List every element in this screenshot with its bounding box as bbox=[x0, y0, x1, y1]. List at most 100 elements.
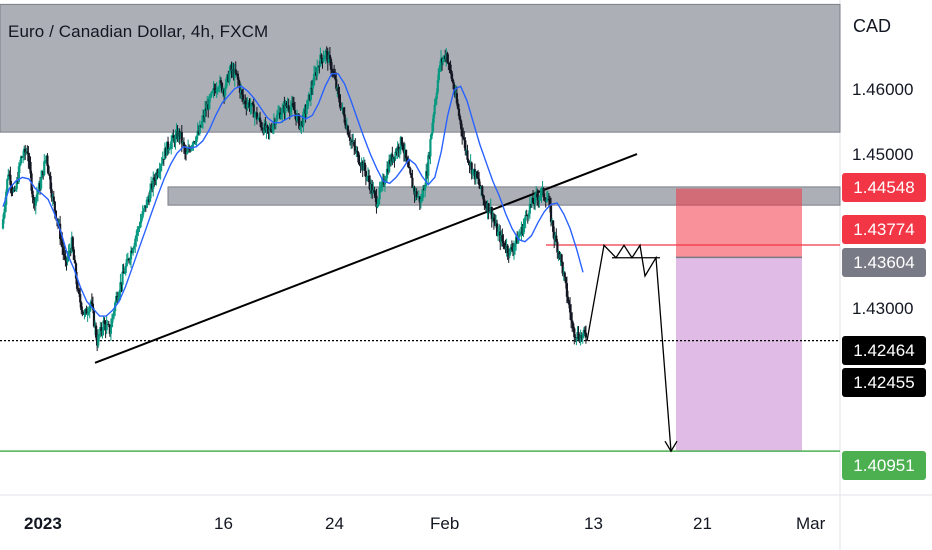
candle-body bbox=[343, 114, 346, 123]
candle-body bbox=[411, 177, 414, 188]
candle-body bbox=[371, 184, 374, 194]
candle-body bbox=[464, 140, 467, 151]
candle-body bbox=[246, 104, 249, 108]
candle-body bbox=[103, 320, 106, 324]
candle-body bbox=[75, 278, 79, 289]
candle-body bbox=[171, 135, 174, 142]
candle-body bbox=[483, 199, 486, 206]
take-profit-zone bbox=[676, 257, 802, 452]
candle-body bbox=[188, 148, 191, 150]
candles-group bbox=[1, 46, 588, 352]
candle-body bbox=[458, 116, 462, 121]
candle-body bbox=[575, 338, 578, 340]
candle-body bbox=[408, 166, 411, 169]
candle-body bbox=[4, 204, 7, 213]
candle-body bbox=[195, 135, 198, 142]
candle-body bbox=[531, 197, 535, 204]
candle-body bbox=[400, 137, 403, 145]
candle-body bbox=[358, 162, 361, 165]
candle-body bbox=[109, 327, 113, 334]
candle-body bbox=[152, 177, 155, 189]
candle-body bbox=[324, 51, 327, 57]
candle-body bbox=[579, 335, 582, 343]
candle-body bbox=[19, 156, 23, 164]
candle-body bbox=[543, 197, 546, 200]
candle-body bbox=[289, 107, 292, 112]
candle-body bbox=[248, 102, 251, 109]
candle-body bbox=[281, 107, 284, 115]
candle-body bbox=[159, 165, 162, 172]
candle-body bbox=[7, 174, 10, 180]
candle-body bbox=[78, 289, 81, 295]
candle-body bbox=[373, 189, 376, 193]
candle-body bbox=[28, 161, 31, 163]
candle-body bbox=[363, 162, 366, 171]
candle-body bbox=[493, 221, 497, 225]
candle-body bbox=[495, 223, 499, 236]
candle-body bbox=[138, 227, 141, 229]
candle-body bbox=[475, 171, 479, 178]
candle-body bbox=[100, 327, 103, 332]
candle-body bbox=[170, 141, 173, 149]
candle-body bbox=[442, 58, 445, 63]
candle-body bbox=[344, 122, 347, 129]
candle-body bbox=[518, 235, 521, 237]
candle-body bbox=[406, 158, 409, 162]
candle-body bbox=[74, 263, 78, 279]
candle-body bbox=[584, 332, 588, 338]
candle-body bbox=[375, 195, 378, 208]
candle-body bbox=[462, 136, 465, 138]
candle-body bbox=[410, 173, 413, 178]
candle-body bbox=[449, 64, 452, 72]
candle-body bbox=[112, 311, 116, 315]
candle-body bbox=[436, 80, 439, 93]
candle-body bbox=[6, 179, 9, 192]
x-tick-feb: Feb bbox=[430, 514, 460, 533]
candle-body bbox=[174, 134, 177, 143]
candle-body bbox=[233, 69, 236, 79]
candle-body bbox=[134, 239, 137, 246]
candle-body bbox=[82, 311, 85, 315]
candle-body bbox=[420, 197, 424, 200]
candle-body bbox=[529, 204, 533, 206]
price-label-target: 1.40951 bbox=[842, 451, 926, 480]
candle-body bbox=[320, 54, 323, 59]
candle-body bbox=[270, 130, 273, 132]
candle-body bbox=[182, 142, 186, 147]
candle-body bbox=[194, 141, 197, 143]
candle-body bbox=[407, 161, 410, 167]
candle-body bbox=[92, 309, 96, 327]
candle-body bbox=[540, 188, 543, 195]
candle-body bbox=[213, 88, 216, 91]
candle-body bbox=[1, 219, 5, 229]
candle-body bbox=[522, 225, 525, 235]
candle-body bbox=[456, 103, 460, 109]
candle-body bbox=[260, 122, 263, 128]
candle-body bbox=[461, 128, 464, 137]
candle-body bbox=[203, 108, 207, 118]
candle-body bbox=[329, 58, 333, 70]
candle-body bbox=[242, 94, 245, 101]
x-tick-13: 13 bbox=[584, 514, 603, 533]
candle-body bbox=[91, 303, 95, 310]
candle-body bbox=[519, 233, 522, 236]
candle-body bbox=[87, 311, 90, 314]
candle-body bbox=[53, 201, 56, 211]
candle-body bbox=[17, 166, 20, 182]
candle-body bbox=[122, 271, 125, 274]
candle-body bbox=[292, 105, 296, 111]
candle-body bbox=[337, 87, 340, 95]
candle-body bbox=[471, 169, 474, 175]
candle-body bbox=[488, 211, 491, 213]
candle-body bbox=[18, 163, 22, 167]
price-label-entry: 1.43604 bbox=[842, 248, 926, 277]
candle-body bbox=[353, 141, 356, 147]
candle-body bbox=[49, 175, 52, 190]
candle-body bbox=[142, 208, 145, 212]
candle-body bbox=[43, 161, 46, 175]
candle-body bbox=[265, 125, 268, 131]
candle-body bbox=[503, 242, 506, 248]
candle-body bbox=[291, 103, 294, 106]
